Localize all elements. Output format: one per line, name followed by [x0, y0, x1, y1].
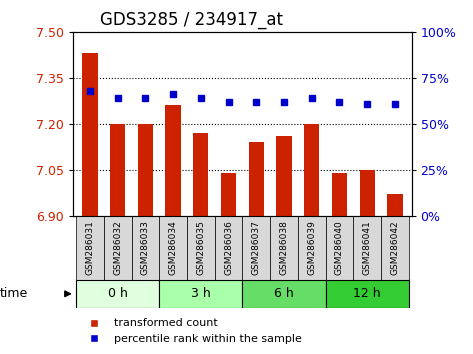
- Bar: [82, 53, 97, 216]
- FancyBboxPatch shape: [104, 216, 131, 280]
- FancyBboxPatch shape: [131, 216, 159, 280]
- Text: 6 h: 6 h: [274, 287, 294, 300]
- Bar: [304, 124, 319, 216]
- Bar: [166, 105, 181, 216]
- Text: GSM286038: GSM286038: [280, 220, 289, 275]
- FancyBboxPatch shape: [325, 216, 353, 280]
- Bar: [332, 173, 347, 216]
- Text: GSM286040: GSM286040: [335, 221, 344, 275]
- FancyBboxPatch shape: [187, 216, 215, 280]
- Bar: [276, 136, 292, 216]
- FancyBboxPatch shape: [325, 280, 409, 308]
- FancyBboxPatch shape: [159, 280, 243, 308]
- Text: GSM286039: GSM286039: [307, 220, 316, 275]
- Text: 0 h: 0 h: [108, 287, 128, 300]
- Text: GSM286042: GSM286042: [390, 221, 399, 275]
- Bar: [110, 124, 125, 216]
- Text: 12 h: 12 h: [353, 287, 381, 300]
- FancyBboxPatch shape: [353, 216, 381, 280]
- Text: GSM286037: GSM286037: [252, 220, 261, 275]
- FancyBboxPatch shape: [215, 216, 243, 280]
- Text: GSM286041: GSM286041: [363, 221, 372, 275]
- FancyBboxPatch shape: [298, 216, 325, 280]
- Bar: [221, 173, 236, 216]
- Text: GSM286034: GSM286034: [168, 221, 177, 275]
- Text: GSM286036: GSM286036: [224, 220, 233, 275]
- FancyBboxPatch shape: [76, 216, 104, 280]
- FancyBboxPatch shape: [270, 216, 298, 280]
- FancyBboxPatch shape: [243, 280, 325, 308]
- Text: GSM286032: GSM286032: [113, 221, 122, 275]
- Bar: [249, 142, 264, 216]
- Bar: [387, 194, 403, 216]
- Bar: [138, 124, 153, 216]
- Text: 3 h: 3 h: [191, 287, 210, 300]
- Text: GDS3285 / 234917_at: GDS3285 / 234917_at: [100, 11, 283, 29]
- Text: GSM286033: GSM286033: [141, 220, 150, 275]
- Text: GSM286031: GSM286031: [86, 220, 95, 275]
- Legend: transformed count, percentile rank within the sample: transformed count, percentile rank withi…: [79, 314, 307, 348]
- Bar: [193, 133, 209, 216]
- Bar: [359, 170, 375, 216]
- Text: GSM286035: GSM286035: [196, 220, 205, 275]
- Text: time: time: [0, 287, 28, 300]
- FancyBboxPatch shape: [159, 216, 187, 280]
- FancyBboxPatch shape: [76, 280, 159, 308]
- FancyBboxPatch shape: [243, 216, 270, 280]
- FancyBboxPatch shape: [381, 216, 409, 280]
